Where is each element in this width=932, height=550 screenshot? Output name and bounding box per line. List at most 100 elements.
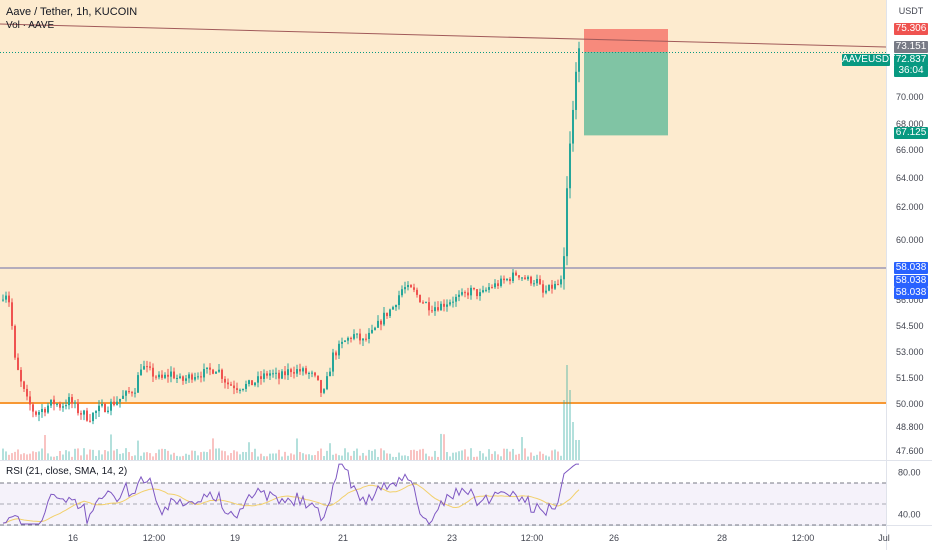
candle xyxy=(101,404,103,406)
candle xyxy=(455,296,457,302)
volume-bar xyxy=(287,455,289,460)
candle xyxy=(122,395,124,399)
volume-bar xyxy=(170,454,172,460)
candle xyxy=(260,376,262,379)
volume-bar xyxy=(428,456,430,460)
candle xyxy=(251,380,253,386)
volume-bar xyxy=(497,454,499,460)
candle xyxy=(329,371,331,377)
candle xyxy=(299,369,301,372)
volume-bar xyxy=(32,451,34,460)
candle xyxy=(35,411,37,415)
volume-bar xyxy=(47,453,49,460)
volume-bar xyxy=(524,448,526,460)
candle xyxy=(575,71,577,110)
volume-bar xyxy=(278,449,280,460)
volume-bar xyxy=(200,452,202,460)
candle xyxy=(176,378,178,380)
candle xyxy=(293,372,295,374)
volume-bar xyxy=(194,450,196,460)
volume-bar xyxy=(482,453,484,460)
volume-bar xyxy=(302,453,304,460)
candle xyxy=(401,289,403,296)
volume-bar xyxy=(515,454,517,460)
time-tick-label: 12:00 xyxy=(521,533,544,543)
volume-bar xyxy=(185,453,187,460)
volume-bar xyxy=(473,456,475,460)
volume-bar xyxy=(470,448,472,460)
rsi-ma-line xyxy=(2,483,580,524)
candle xyxy=(563,256,565,280)
volume-bar xyxy=(101,454,103,460)
volume-bar xyxy=(485,456,487,460)
volume-bar xyxy=(122,453,124,460)
price-tick-label: 70.000 xyxy=(896,92,924,102)
volume-bar xyxy=(374,449,376,460)
candle xyxy=(512,272,514,281)
candle xyxy=(395,305,397,308)
candle xyxy=(380,320,382,325)
candle xyxy=(254,382,256,386)
candle xyxy=(8,295,10,303)
candle xyxy=(209,367,211,370)
candle xyxy=(377,320,379,328)
candle xyxy=(404,287,406,290)
volume-bar xyxy=(77,448,79,460)
volume-bar xyxy=(440,433,442,460)
candle xyxy=(11,302,13,326)
volume-bar xyxy=(206,452,208,460)
candle xyxy=(182,376,184,381)
candle xyxy=(155,376,157,378)
volume-bar xyxy=(422,448,424,460)
volume-bar xyxy=(83,448,85,460)
candle xyxy=(263,373,265,379)
volume-bar xyxy=(44,435,46,460)
candle xyxy=(191,374,193,380)
candle xyxy=(527,276,529,280)
volume-bar xyxy=(395,456,397,460)
candle xyxy=(131,392,133,394)
candle xyxy=(308,372,310,374)
volume-bar xyxy=(14,451,16,460)
volume-bar xyxy=(152,456,154,460)
candle xyxy=(74,402,76,404)
candle xyxy=(137,375,139,393)
volume-bar xyxy=(113,450,115,460)
candle xyxy=(107,410,109,413)
volume-bar xyxy=(80,455,82,460)
volume-bar xyxy=(131,456,133,460)
volume-bar xyxy=(539,451,541,460)
time-tick-label: 12:00 xyxy=(792,533,815,543)
volume-bar xyxy=(383,450,385,460)
volume-bar xyxy=(350,455,352,460)
volume-bar xyxy=(203,451,205,460)
candle xyxy=(47,405,49,413)
volume-bar xyxy=(353,450,355,460)
volume-bar xyxy=(89,449,91,460)
candle xyxy=(464,292,466,294)
candle xyxy=(44,408,46,413)
volume-bar xyxy=(479,450,481,460)
candle xyxy=(341,341,343,344)
volume-bar xyxy=(311,455,313,460)
volume-bar xyxy=(560,455,562,460)
candle xyxy=(149,366,151,368)
candle xyxy=(407,285,409,288)
candle xyxy=(443,303,445,307)
volume-bar xyxy=(167,450,169,460)
volume-bar xyxy=(29,453,31,460)
volume-bar xyxy=(404,455,406,460)
volume-bar xyxy=(107,451,109,460)
candle xyxy=(152,367,154,377)
stop-price-tag: 75.306 xyxy=(894,23,928,35)
chart-title: Aave / Tether, 1h, KUCOIN xyxy=(6,6,138,18)
volume-bar xyxy=(98,450,100,460)
candle xyxy=(86,410,88,421)
time-tick-label: 28 xyxy=(717,533,727,543)
time-tick-label: 26 xyxy=(609,533,619,543)
volume-bar xyxy=(419,449,421,460)
volume-bar xyxy=(269,453,271,460)
volume-bar xyxy=(281,456,283,460)
volume-bar xyxy=(86,454,88,460)
